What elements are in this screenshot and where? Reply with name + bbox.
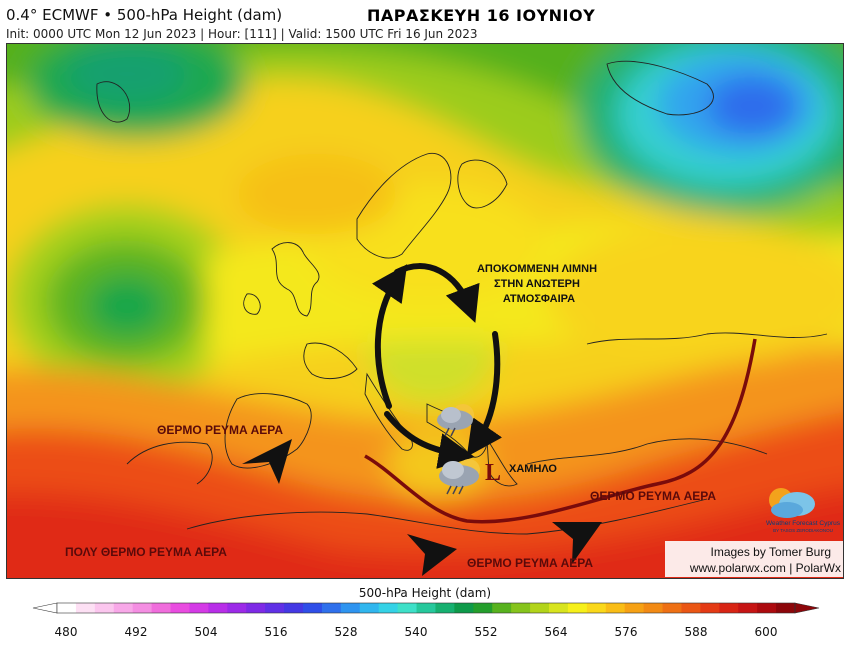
weather-forecast-cyprus-logo: Weather Forecast Cyprus BY TASOS ZERODIA… — [766, 488, 841, 533]
colorbar-swatch — [208, 603, 228, 613]
colorbar-swatch — [473, 603, 493, 613]
init-info: Init: 0000 UTC Mon 12 Jun 2023 | Hour: [… — [6, 27, 478, 41]
cutoff-low-label-3: ΑΤΜΟΣΦΑΙΡΑ — [503, 293, 575, 305]
colorbar-swatch — [586, 603, 607, 613]
height-field — [7, 44, 843, 578]
colorbar-tick-label: 492 — [124, 625, 148, 639]
colorbar-tick-label: 564 — [544, 625, 568, 639]
storm-cloud-icon-south — [439, 459, 480, 495]
colorbar-swatch — [132, 603, 153, 613]
circulation-arrows — [371, 263, 503, 469]
warm-front-line — [364, 338, 757, 524]
coastlines — [96, 60, 828, 535]
logo-text: Weather Forecast Cyprus — [766, 520, 841, 527]
colorbar-tick-label: 588 — [684, 625, 708, 639]
colorbar-swatch — [549, 603, 569, 613]
colorbar-swatch — [738, 603, 758, 613]
colorbar-swatch — [416, 603, 436, 613]
low-symbol: L — [485, 460, 501, 486]
southeast-arrow — [552, 522, 602, 564]
colorbar-swatch — [700, 603, 720, 613]
colorbar-swatch — [57, 603, 77, 613]
colorbar-tick-label: 552 — [474, 625, 498, 639]
colorbar-swatch — [757, 603, 777, 613]
colorbar-swatch — [227, 603, 247, 613]
colorbar-swatch — [321, 603, 342, 613]
colorbar-tick-label: 516 — [264, 625, 288, 639]
colorbar-swatch — [397, 603, 418, 613]
storm-cloud-icon — [437, 404, 474, 437]
website-credit: www.polarwx.com | PolarWx — [689, 561, 841, 575]
day-title: ΠΑΡΑΣΚΕΥΗ 16 ΙΟΥΝΙΟΥ — [367, 6, 596, 25]
colorbar — [32, 602, 820, 614]
colorbar-tick-label: 576 — [614, 625, 638, 639]
colorbar-swatch — [265, 603, 285, 613]
colorbar-swatch — [624, 603, 645, 613]
colorbar-swatch — [643, 603, 664, 613]
map-canvas: Weather Forecast Cyprus BY TASOS ZERODIA… — [7, 44, 843, 578]
colorbar-swatch — [530, 603, 550, 613]
colorbar-swatch — [284, 603, 304, 613]
colorbar-high-extend — [794, 602, 820, 614]
colorbar-swatch — [662, 603, 682, 613]
very-warm-flow-label: ΠΟΛΥ ΘΕΡΜΟ ΡΕΥΜΑ ΑΕΡΑ — [65, 545, 227, 559]
cutoff-low-label-2: ΣΤΗΝ ΑΝΩΤΕΡΗ — [494, 278, 580, 290]
colorbar-tick-label: 528 — [334, 625, 358, 639]
colorbar-swatch — [435, 603, 455, 613]
colorbar-swatch — [776, 603, 796, 613]
colorbar-swatch — [492, 603, 512, 613]
colorbar-tick-label: 600 — [754, 625, 778, 639]
logo-subtext: BY TASOS ZERODIAKONOU — [773, 528, 833, 533]
warm-flow-west-label: ΘΕΡΜΟ ΡΕΥΜΑ ΑΕΡΑ — [157, 423, 283, 437]
low-label: ΧΑΜΗΛΟ — [509, 463, 557, 475]
credits: Images by Tomer Burg www.polarwx.com | P… — [665, 541, 843, 577]
warm-flow-south-label: ΘΕΡΜΟ ΡΕΥΜΑ ΑΕΡΑ — [467, 556, 593, 570]
colorbar-swatch — [303, 603, 323, 613]
images-by-credit: Images by Tomer Burg — [711, 545, 832, 559]
colorbar-swatch — [359, 603, 380, 613]
south-arrow — [407, 534, 457, 576]
colorbar-label: 500-hPa Height (dam) — [358, 586, 492, 600]
colorbar-swatch — [719, 603, 739, 613]
cutoff-low-label-1: ΑΠΟΚΟΜΜΕΝΗ ΛΙΜΝΗ — [477, 263, 597, 275]
height-map: Weather Forecast Cyprus BY TASOS ZERODIA… — [6, 43, 844, 579]
colorbar-swatch — [378, 603, 399, 613]
colorbar-swatch — [605, 603, 626, 613]
colorbar-swatch — [567, 603, 588, 613]
colorbar-swatch — [340, 603, 361, 613]
colorbar-swatch — [75, 603, 96, 613]
warm-flow-east-label: ΘΕΡΜΟ ΡΕΥΜΑ ΑΕΡΑ — [590, 489, 716, 503]
flow-arrows — [242, 439, 602, 576]
colorbar-swatch — [94, 603, 115, 613]
west-arrow — [242, 439, 292, 484]
colorbar-swatch — [681, 603, 701, 613]
colorbar-tick-label: 504 — [194, 625, 218, 639]
colorbar-border — [56, 602, 796, 614]
annotations: ΑΠΟΚΟΜΜΕΝΗ ΛΙΜΝΗ ΣΤΗΝ ΑΝΩΤΕΡΗ ΑΤΜΟΣΦΑΙΡΑ… — [65, 263, 716, 570]
colorbar-swatch — [511, 603, 531, 613]
colorbar-swatch — [170, 603, 190, 613]
colorbar-swatch — [454, 603, 474, 613]
colorbar-swatch — [189, 603, 209, 613]
model-title: 0.4° ECMWF • 500-hPa Height (dam) — [6, 6, 283, 24]
colorbar-swatch — [113, 603, 134, 613]
colorbar-low-extend — [32, 602, 58, 614]
colorbar-swatch — [246, 603, 266, 613]
colorbar-tick-label: 540 — [404, 625, 428, 639]
colorbar-swatch — [151, 603, 172, 613]
colorbar-tick-label: 480 — [54, 625, 78, 639]
